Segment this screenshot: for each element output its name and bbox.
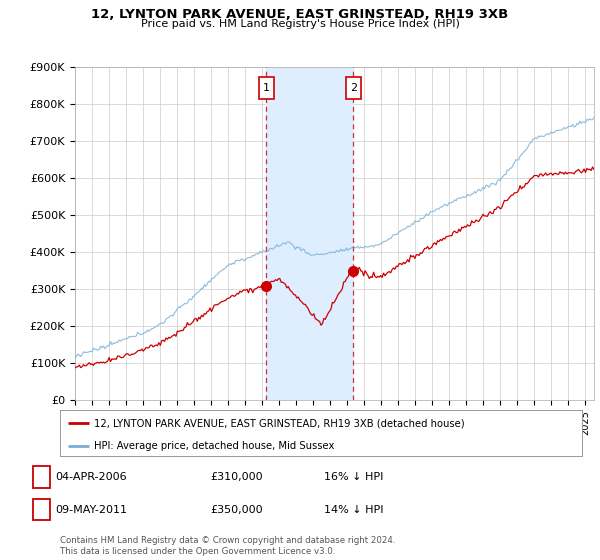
Text: 16% ↓ HPI: 16% ↓ HPI: [324, 472, 383, 482]
Text: Contains HM Land Registry data © Crown copyright and database right 2024.
This d: Contains HM Land Registry data © Crown c…: [60, 536, 395, 556]
Text: £310,000: £310,000: [210, 472, 263, 482]
Text: 2: 2: [350, 83, 357, 93]
Text: 1: 1: [38, 472, 45, 482]
Text: 2: 2: [38, 505, 45, 515]
Text: 12, LYNTON PARK AVENUE, EAST GRINSTEAD, RH19 3XB (detached house): 12, LYNTON PARK AVENUE, EAST GRINSTEAD, …: [94, 418, 464, 428]
Text: 14% ↓ HPI: 14% ↓ HPI: [324, 505, 383, 515]
Text: 09-MAY-2011: 09-MAY-2011: [55, 505, 127, 515]
Text: 1: 1: [263, 83, 270, 93]
Text: 12, LYNTON PARK AVENUE, EAST GRINSTEAD, RH19 3XB: 12, LYNTON PARK AVENUE, EAST GRINSTEAD, …: [91, 8, 509, 21]
FancyBboxPatch shape: [346, 77, 361, 99]
Bar: [266, 67, 353, 400]
Text: Price paid vs. HM Land Registry's House Price Index (HPI): Price paid vs. HM Land Registry's House …: [140, 19, 460, 29]
Text: £350,000: £350,000: [210, 505, 263, 515]
Text: HPI: Average price, detached house, Mid Sussex: HPI: Average price, detached house, Mid …: [94, 441, 334, 451]
FancyBboxPatch shape: [259, 77, 274, 99]
Text: 04-APR-2006: 04-APR-2006: [55, 472, 127, 482]
